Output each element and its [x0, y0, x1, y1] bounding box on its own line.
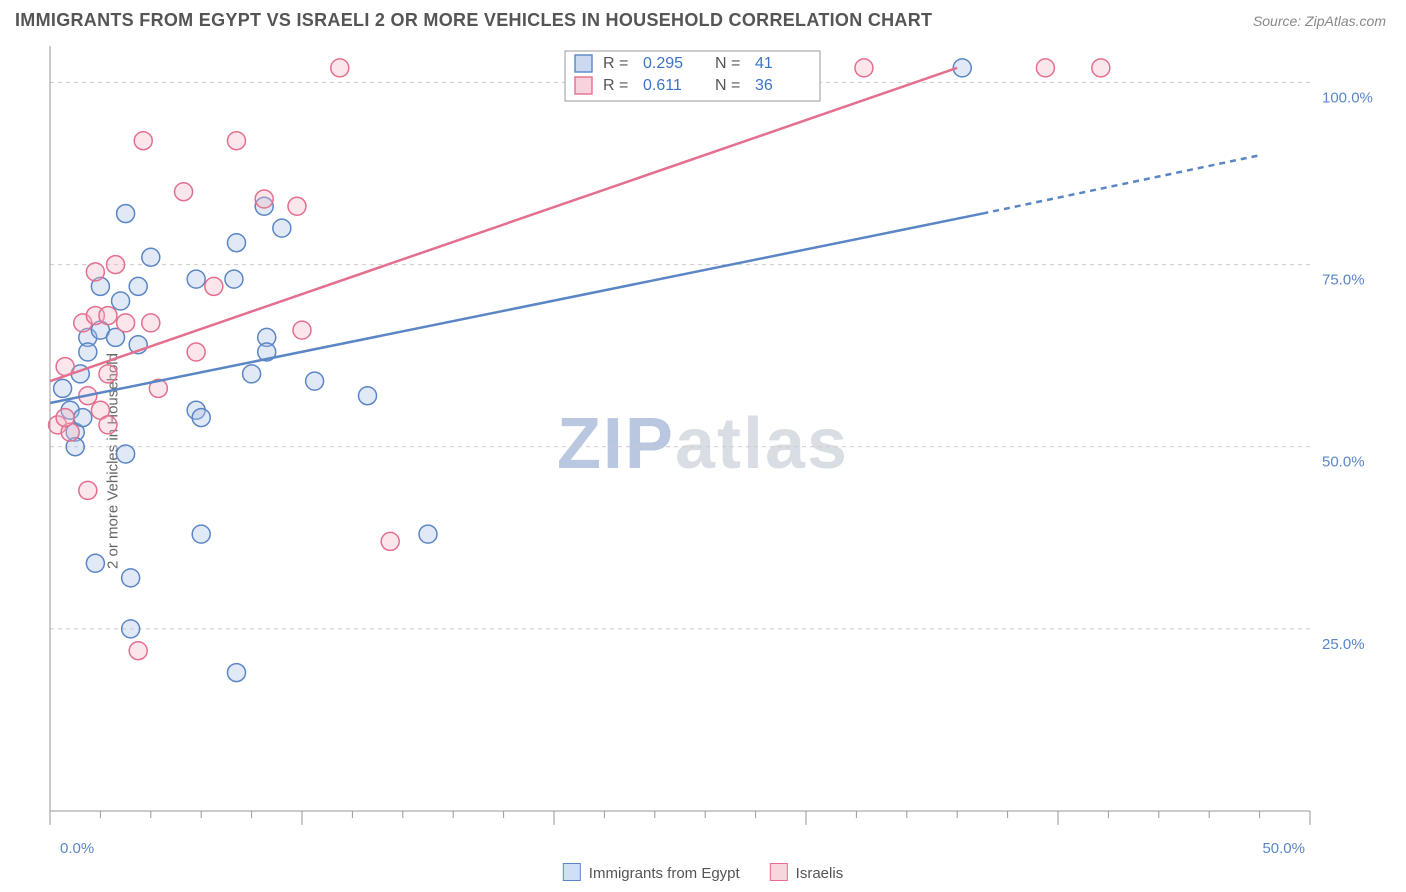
svg-text:50.0%: 50.0% [1322, 454, 1365, 471]
svg-text:R =: R = [603, 77, 628, 94]
chart-area: 2 or more Vehicles in Household ZIPatlas… [0, 36, 1406, 886]
svg-text:0.0%: 0.0% [60, 840, 94, 857]
scatter-chart: 25.0% 50.0% 75.0% 100.0% 0.0% 50.0% R = 0.295 N… [40, 41, 1380, 861]
svg-text:41: 41 [755, 55, 773, 72]
chart-title: IMMIGRANTS FROM EGYPT VS ISRAELI 2 OR MO… [15, 10, 932, 31]
svg-text:0.611: 0.611 [643, 77, 682, 94]
legend-bottom: Immigrants from Egypt Israelis [563, 863, 843, 882]
source-label: Source: ZipAtlas.com [1253, 13, 1386, 29]
svg-text:0.295: 0.295 [643, 55, 683, 72]
svg-text:75.0%: 75.0% [1322, 272, 1365, 289]
swatch-icon [563, 863, 581, 881]
legend-item-israelis: Israelis [770, 863, 844, 882]
swatch-icon [770, 863, 788, 881]
svg-text:50.0%: 50.0% [1262, 840, 1305, 857]
svg-text:N =: N = [715, 77, 740, 94]
svg-text:N =: N = [715, 55, 740, 72]
legend-item-egypt: Immigrants from Egypt [563, 863, 740, 882]
svg-text:36: 36 [755, 77, 773, 94]
svg-text:R =: R = [603, 55, 628, 72]
svg-text:25.0%: 25.0% [1322, 636, 1365, 653]
svg-text:100.0%: 100.0% [1322, 89, 1373, 106]
